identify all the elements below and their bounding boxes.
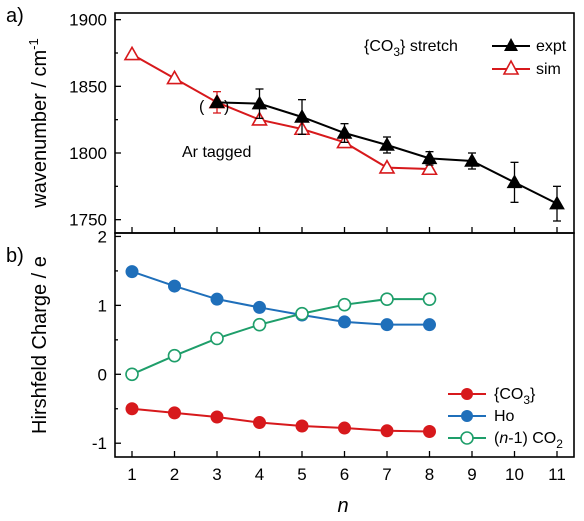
point-(n-1) CO2: [380, 292, 394, 306]
x-tick-label-11: 11: [548, 465, 566, 484]
y-tick-label-b--1: -1: [92, 434, 107, 453]
point-Ho: [253, 300, 266, 314]
point-(n-1) CO2: [125, 367, 139, 382]
panel-a-label: a): [6, 5, 24, 27]
point-expt: [294, 108, 310, 123]
legend-ho-marker: [461, 410, 473, 422]
point-expt: [379, 136, 395, 151]
annotation-ar-tagged: Ar tagged: [182, 144, 251, 161]
series-line-(n-1) CO2: [131, 298, 430, 376]
point-expt: [209, 94, 225, 109]
point-{CO3}: [423, 424, 436, 438]
y-tick-label-a-1900: 1900: [69, 11, 107, 30]
x-tick-label-9: 9: [467, 465, 476, 484]
point-{CO3}: [125, 402, 139, 416]
panel-a-legend: {CO3} stretch expt sim: [364, 38, 567, 78]
point-{CO3}: [295, 419, 309, 433]
x-axis-label: n: [337, 495, 348, 517]
series-line-Ho: [131, 270, 430, 326]
x-tick-label-8: 8: [425, 465, 434, 484]
point-sim: [421, 160, 438, 176]
legend-expt-marker: [504, 38, 518, 51]
panel-a: a) 1750 1800 1850 1900 wavenumber / cm-1 Ar…: [6, 5, 575, 234]
panel-b-series: [125, 265, 437, 438]
panel-a-x-ticks: [131, 227, 558, 233]
y-tick-label-a-1750: 1750: [69, 211, 107, 230]
y-tick-label-b-2: 2: [98, 227, 107, 246]
point-sim: [378, 159, 396, 174]
y-tick-label-b-0: 0: [98, 365, 107, 384]
annotation-left-paren: (: [199, 98, 205, 115]
x-tick-label-4: 4: [255, 465, 264, 484]
point-Ho: [423, 318, 436, 332]
point-expt: [251, 95, 268, 110]
point-expt: [421, 150, 438, 165]
legend-sim-marker: [502, 59, 520, 75]
legend-ho-label: Ho: [494, 408, 515, 425]
legend-co2-marker: [460, 431, 474, 445]
panel-b-legend: {CO3} Ho (n-1) CO2: [448, 386, 563, 451]
point-(n-1) CO2: [210, 331, 224, 346]
x-tick-label-10: 10: [505, 465, 524, 484]
y-tick-label-a-1800: 1800: [69, 144, 107, 163]
point-Ho: [125, 265, 139, 279]
legend-sim-label: sim: [536, 61, 561, 78]
point-expt: [336, 124, 353, 139]
point-sim: [166, 69, 183, 85]
point-Ho: [168, 279, 181, 293]
point-Ho: [380, 318, 394, 332]
series-line-{CO3}: [131, 407, 430, 433]
legend-co3-marker: [461, 388, 473, 400]
y-tick-label-a-1850: 1850: [69, 77, 107, 96]
x-tick-label-1: 1: [127, 465, 136, 484]
point-(n-1) CO2: [252, 317, 267, 332]
point-expt: [506, 174, 523, 189]
series-sim-line: [131, 53, 430, 170]
point-(n-1) CO2: [337, 297, 352, 312]
point-sim: [123, 45, 141, 61]
y-tick-label-b-1: 1: [98, 296, 107, 315]
legend-expt-label: expt: [536, 38, 567, 55]
panel-a-y-axis-label: wavenumber / cm-1: [26, 38, 51, 208]
x-tick-label-3: 3: [212, 465, 221, 484]
panel-b: b) -1 0 1 2 1 2 3 4 5 6 7 8 9 10 11 Hirshfeld Charge …: [6, 227, 575, 517]
point-(n-1) CO2: [167, 348, 182, 363]
legend-co2-label: (n-1) CO2: [494, 430, 563, 451]
x-tick-label-2: 2: [170, 465, 179, 484]
legend-title: {CO3} stretch: [364, 38, 458, 59]
point-expt: [549, 195, 565, 210]
panel-b-y-ticks: -1 0 1 2: [92, 227, 121, 453]
point-(n-1) CO2: [422, 292, 437, 306]
panel-a-series: [123, 45, 565, 222]
x-tick-label-6: 6: [340, 465, 349, 484]
point-expt: [464, 152, 480, 167]
panel-a-y-ticks: 1750 1800 1850 1900: [69, 11, 121, 230]
panel-b-y-axis-label: Hirshfeld Charge / e: [29, 256, 51, 434]
point-(n-1) CO2: [295, 306, 309, 321]
point-{CO3}: [210, 410, 224, 424]
x-tick-label-5: 5: [297, 465, 306, 484]
point-Ho: [210, 292, 224, 306]
point-{CO3}: [380, 424, 394, 438]
panel-b-label: b): [6, 245, 24, 267]
point-{CO3}: [338, 421, 351, 435]
point-Ho: [338, 315, 351, 329]
point-{CO3}: [253, 416, 266, 430]
annotation-right-paren: ): [224, 98, 229, 115]
panel-b-x-ticks: 1 2 3 4 5 6 7 8 9 10 11: [127, 451, 566, 484]
legend-co3-label: {CO3}: [494, 386, 536, 407]
x-tick-label-7: 7: [382, 465, 391, 484]
point-{CO3}: [168, 406, 181, 420]
